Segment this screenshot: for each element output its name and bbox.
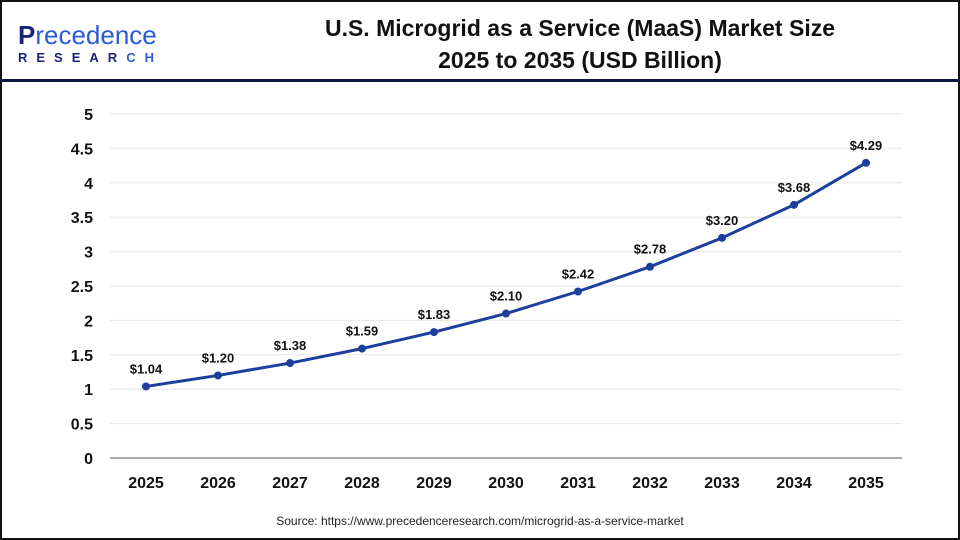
y-tick-label: 0 bbox=[84, 451, 93, 468]
y-tick-label: 2.5 bbox=[71, 279, 93, 296]
data-label: $1.20 bbox=[202, 350, 235, 365]
y-tick-label: 1 bbox=[84, 382, 93, 399]
chart-title: U.S. Microgrid as a Service (MaaS) Marke… bbox=[230, 12, 930, 76]
data-point bbox=[430, 328, 438, 337]
x-tick-label: 2030 bbox=[488, 475, 524, 492]
header-divider bbox=[0, 79, 960, 82]
x-tick-label: 2028 bbox=[344, 475, 380, 492]
x-tick-label: 2031 bbox=[560, 475, 596, 492]
y-tick-label: 2 bbox=[84, 313, 93, 330]
data-point bbox=[214, 371, 222, 380]
data-label: $1.38 bbox=[274, 338, 307, 353]
data-point bbox=[718, 233, 726, 242]
data-point bbox=[790, 200, 798, 209]
series-line bbox=[145, 161, 867, 388]
data-point bbox=[286, 359, 294, 368]
data-point bbox=[862, 158, 870, 167]
y-tick-label: 4 bbox=[84, 176, 93, 193]
y-tick-label: 4.5 bbox=[71, 141, 93, 158]
y-tick-label: 3.5 bbox=[71, 210, 93, 227]
logo-subword-accent: CH bbox=[126, 50, 163, 65]
title-line-2: 2025 to 2035 (USD Billion) bbox=[438, 47, 722, 73]
y-tick-label: 1.5 bbox=[71, 348, 93, 365]
logo-word: recedence bbox=[35, 20, 157, 50]
logo-initial: P bbox=[18, 20, 36, 50]
data-point bbox=[502, 309, 510, 318]
data-label: $3.20 bbox=[706, 213, 739, 228]
data-label: $1.04 bbox=[130, 361, 163, 376]
x-tick-label: 2029 bbox=[416, 475, 452, 492]
logo: Precedence RESEARCH bbox=[18, 22, 163, 65]
data-point bbox=[574, 287, 582, 296]
data-label: $1.59 bbox=[346, 324, 379, 339]
data-point bbox=[358, 344, 366, 353]
data-point bbox=[142, 382, 150, 391]
data-label: $2.78 bbox=[634, 242, 667, 257]
x-tick-label: 2032 bbox=[632, 475, 668, 492]
y-tick-label: 0.5 bbox=[71, 417, 93, 434]
x-tick-label: 2033 bbox=[704, 475, 740, 492]
x-tick-label: 2034 bbox=[776, 475, 812, 492]
x-tick-label: 2027 bbox=[272, 475, 308, 492]
data-point bbox=[646, 262, 654, 271]
data-label: $3.68 bbox=[778, 180, 811, 195]
y-tick-label: 5 bbox=[84, 107, 93, 124]
data-label: $1.83 bbox=[418, 307, 451, 322]
logo-subword: RESEAR bbox=[18, 50, 127, 65]
data-label: $2.42 bbox=[562, 267, 595, 282]
data-label: $4.29 bbox=[850, 138, 883, 153]
y-tick-label: 3 bbox=[84, 245, 93, 262]
data-label: $2.10 bbox=[490, 289, 523, 304]
title-line-1: U.S. Microgrid as a Service (MaaS) Marke… bbox=[324, 15, 836, 41]
x-tick-label: 2025 bbox=[128, 475, 164, 492]
x-tick-label: 2035 bbox=[848, 475, 884, 492]
source-note: Source: https://www.precedenceresearch.c… bbox=[276, 514, 684, 528]
x-tick-label: 2026 bbox=[200, 475, 236, 492]
